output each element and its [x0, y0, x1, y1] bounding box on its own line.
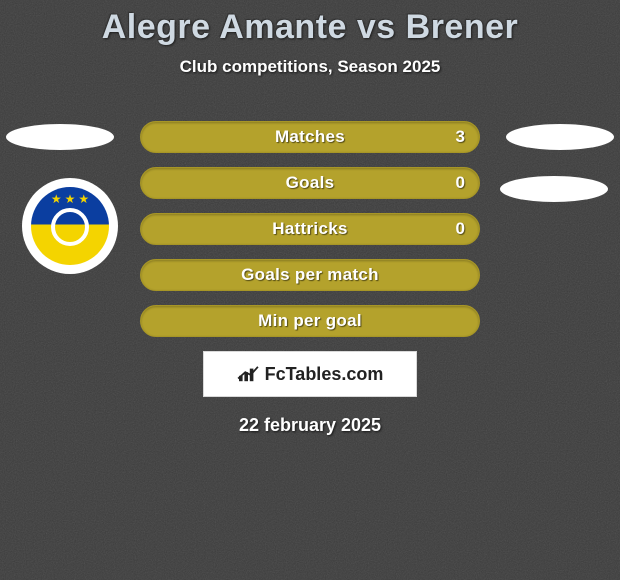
stat-label: Goals per match: [241, 265, 379, 285]
stat-right-value: 3: [456, 122, 465, 152]
stat-row: Hattricks 0: [140, 213, 480, 245]
club-ring-icon: [51, 208, 89, 246]
club-badge: ★ ★ ★: [22, 178, 118, 274]
stat-right-value: 0: [456, 214, 465, 244]
stat-row: Matches 3: [140, 121, 480, 153]
page-title: Alegre Amante vs Brener: [0, 0, 620, 47]
subtitle: Club competitions, Season 2025: [0, 57, 620, 77]
right-ellipse-bottom: [500, 176, 608, 202]
chart-icon: [237, 365, 259, 383]
star-icon: ★: [65, 193, 76, 205]
club-badge-inner: ★ ★ ★: [31, 187, 109, 265]
right-ellipse-top: [506, 124, 614, 150]
stat-row: Goals per match: [140, 259, 480, 291]
stat-row: Goals 0: [140, 167, 480, 199]
star-icon: ★: [78, 193, 89, 205]
club-stars: ★ ★ ★: [51, 193, 89, 205]
brand-text: FcTables.com: [265, 364, 384, 385]
stat-label: Hattricks: [272, 219, 347, 239]
date-text: 22 february 2025: [0, 415, 620, 436]
stat-row: Min per goal: [140, 305, 480, 337]
stat-right-value: 0: [456, 168, 465, 198]
infographic: Alegre Amante vs Brener Club competition…: [0, 0, 620, 580]
stat-label: Goals: [286, 173, 335, 193]
stat-label: Matches: [275, 127, 345, 147]
star-icon: ★: [51, 193, 62, 205]
left-ellipse: [6, 124, 114, 150]
brand-box: FcTables.com: [203, 351, 417, 397]
stat-label: Min per goal: [258, 311, 362, 331]
